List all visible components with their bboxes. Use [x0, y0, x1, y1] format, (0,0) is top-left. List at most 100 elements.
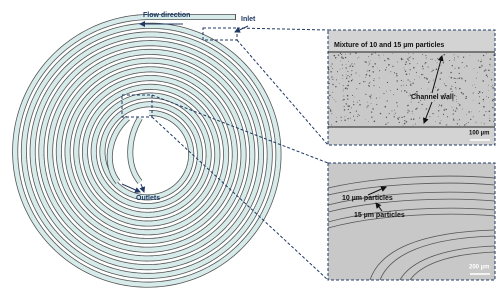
particle [412, 118, 415, 120]
particle [433, 96, 436, 98]
particle [421, 88, 422, 89]
particle [421, 73, 423, 76]
particle [353, 103, 355, 106]
particle [327, 68, 330, 71]
particle [453, 54, 455, 56]
particle [331, 76, 333, 78]
particle [425, 55, 427, 57]
particle [440, 64, 442, 66]
particle [331, 68, 333, 69]
particle [416, 90, 418, 93]
particle [368, 69, 371, 72]
particle [441, 104, 443, 105]
particle [448, 76, 450, 77]
particle [404, 89, 406, 92]
particle [426, 78, 428, 80]
particle [366, 70, 368, 72]
particle [370, 111, 373, 113]
particle [464, 80, 467, 82]
particle [436, 89, 439, 91]
particle [409, 57, 410, 59]
particle [479, 111, 480, 112]
particle [489, 117, 491, 119]
particle [453, 57, 455, 59]
particle [347, 70, 349, 73]
particle [456, 109, 458, 111]
particle [459, 87, 461, 90]
particle [434, 100, 435, 102]
particle [440, 120, 442, 122]
particle [351, 94, 354, 96]
particle [427, 88, 429, 90]
particle [335, 101, 337, 103]
particle [489, 58, 492, 60]
large-particles-label: 15 µm particles [354, 212, 405, 219]
particle [419, 117, 421, 119]
particle [328, 107, 330, 109]
particle [483, 101, 484, 102]
particle [412, 58, 414, 60]
particle [482, 80, 484, 82]
particle [451, 85, 453, 87]
particle [347, 105, 349, 107]
particle [409, 110, 411, 112]
particle [363, 81, 365, 83]
particle [388, 64, 390, 66]
particle [378, 54, 380, 56]
particle [364, 61, 366, 63]
particle [455, 107, 458, 109]
flow-direction-label: Flow direction [143, 12, 190, 19]
particle [342, 78, 344, 80]
particle [435, 121, 436, 122]
particle [331, 63, 333, 65]
particle [353, 101, 355, 103]
particle [490, 79, 493, 81]
particle [341, 53, 343, 56]
particle [346, 94, 349, 97]
particle [370, 103, 372, 104]
particle [365, 93, 367, 95]
particle [443, 109, 446, 111]
particle [371, 53, 373, 56]
particle [355, 52, 357, 54]
particle [339, 83, 340, 84]
particle [482, 98, 485, 101]
particle [345, 67, 347, 69]
particle [346, 84, 348, 86]
particle [408, 60, 410, 62]
particle [469, 54, 471, 56]
particle [465, 95, 467, 98]
particle [372, 71, 375, 73]
particle [393, 114, 395, 115]
particle [456, 78, 458, 80]
particle [413, 66, 415, 69]
particle [417, 97, 419, 99]
particle [475, 77, 477, 79]
particle [403, 67, 405, 69]
particle [404, 70, 407, 72]
particle [438, 104, 440, 105]
particle [462, 93, 464, 95]
particle [410, 83, 412, 85]
particle [493, 54, 495, 56]
particle [457, 57, 459, 58]
particle [333, 54, 336, 57]
particle [394, 109, 395, 111]
particle [471, 111, 472, 113]
particle [359, 75, 361, 77]
wall-arrow [431, 55, 444, 94]
particle [340, 120, 342, 122]
particle [424, 63, 426, 65]
particle [359, 83, 361, 85]
particle [343, 95, 345, 97]
particle [349, 111, 351, 114]
particle [386, 66, 387, 68]
particle [370, 97, 372, 99]
particle [442, 98, 444, 100]
particle [481, 65, 483, 67]
particle [331, 124, 332, 126]
particle [472, 92, 474, 94]
particle [444, 94, 446, 96]
particle [339, 52, 341, 54]
particle [410, 56, 411, 58]
